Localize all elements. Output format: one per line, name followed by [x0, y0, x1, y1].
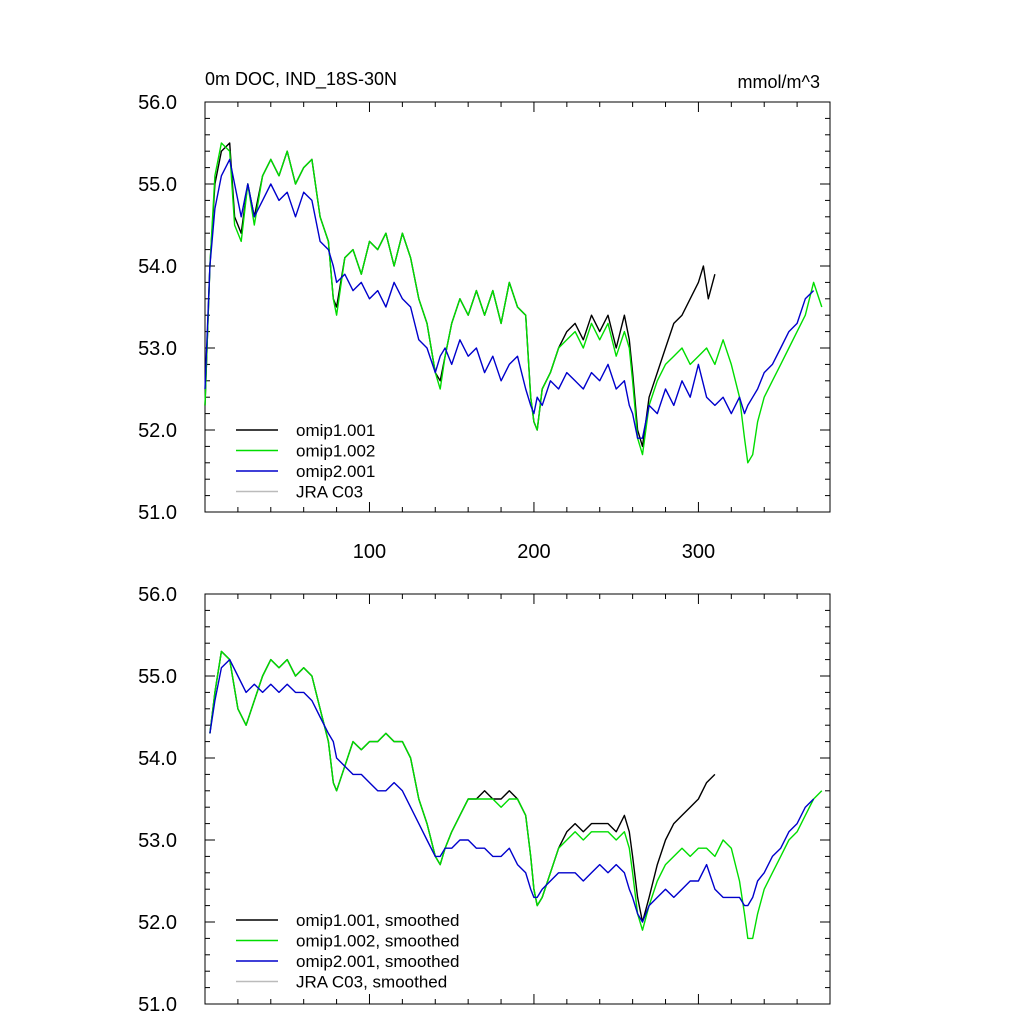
series-lines	[204, 142, 823, 464]
x-tick-label: 300	[682, 541, 715, 563]
y-tick-label: 53.0	[138, 338, 177, 360]
plot-frame	[204, 101, 831, 513]
legend-label: omip1.001	[296, 421, 375, 440]
legend-label: JRA C03, smoothed	[296, 973, 447, 992]
bottom-panel: 51.0 52.0 53.0 54.0 55.0 56.0 omip1.001, smoo…	[138, 584, 831, 1016]
series-line-omip2_001	[204, 158, 815, 439]
y-tick-labels: 51.0 52.0 53.0 54.0 55.0 56.0	[138, 92, 177, 524]
plot-frame	[204, 593, 831, 1005]
y-tick-labels: 51.0 52.0 53.0 54.0 55.0 56.0	[138, 584, 177, 1016]
series-line-omip1_002	[209, 650, 823, 940]
y-tick-label: 51.0	[138, 994, 177, 1016]
chart-units: mmol/m^3	[738, 72, 820, 92]
tick-group	[205, 593, 831, 1005]
tick-group	[205, 101, 831, 513]
series-line-omip1_001	[204, 142, 716, 448]
legend-label: omip1.002, smoothed	[296, 932, 460, 951]
series-line-omip1_001	[209, 650, 716, 923]
legend-label: omip2.001, smoothed	[296, 952, 460, 971]
x-tick-label: 100	[353, 541, 386, 563]
legend-label: JRA C03	[296, 483, 363, 502]
legend-label: omip1.002	[296, 442, 375, 461]
y-tick-label: 52.0	[138, 912, 177, 934]
legend-label: omip2.001	[296, 462, 375, 481]
series-line-omip2_001	[209, 658, 815, 923]
x-tick-label: 200	[517, 541, 550, 563]
y-tick-label: 54.0	[138, 748, 177, 770]
y-tick-label: 56.0	[138, 584, 177, 606]
y-tick-label: 54.0	[138, 256, 177, 278]
y-tick-label: 55.0	[138, 174, 177, 196]
series-lines	[209, 650, 823, 940]
y-tick-label: 52.0	[138, 420, 177, 442]
x-tick-labels: 100 200 300	[353, 541, 715, 563]
legend: omip1.001, smoothed omip1.002, smoothedom…	[236, 911, 460, 992]
chart-title: 0m DOC, IND_18S-30N	[205, 69, 397, 90]
y-tick-label: 53.0	[138, 830, 177, 852]
y-tick-label: 51.0	[138, 502, 177, 524]
series-line-omip1_002	[204, 142, 823, 464]
top-panel: 0m DOC, IND_18S-30N mmol/m^3 51.0 52.0 53.…	[138, 69, 831, 563]
y-tick-label: 56.0	[138, 92, 177, 114]
y-tick-label: 55.0	[138, 666, 177, 688]
legend-label: omip1.001, smoothed	[296, 911, 460, 930]
